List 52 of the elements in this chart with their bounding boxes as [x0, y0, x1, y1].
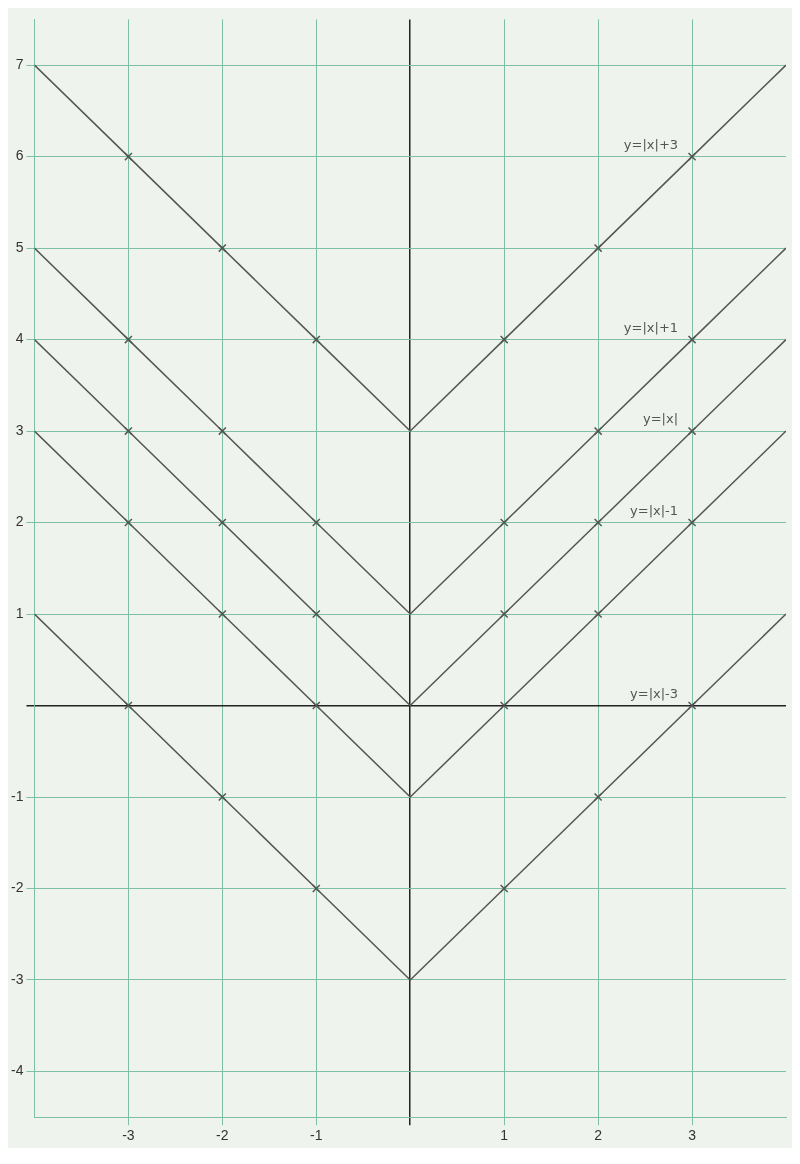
point [593, 243, 603, 253]
series-label: y=|x|+1 [623, 319, 679, 335]
point [218, 518, 227, 527]
point [687, 518, 697, 527]
point [218, 243, 227, 253]
point [124, 335, 133, 344]
point [499, 518, 509, 527]
point [499, 335, 509, 344]
y-tick-label: 5 [15, 238, 24, 255]
y-tick-label: -4 [11, 1062, 24, 1079]
x-tick-label: -2 [216, 1127, 229, 1144]
point [312, 701, 321, 710]
point [218, 609, 227, 619]
series-label: y=|x|-3 [630, 685, 679, 701]
point [124, 518, 133, 527]
point [312, 518, 321, 527]
point [687, 152, 697, 161]
point [312, 609, 321, 619]
point [687, 426, 697, 436]
point [499, 609, 509, 619]
point [687, 701, 697, 710]
point [499, 884, 509, 893]
series-label: y=|x|-1 [630, 502, 679, 518]
point [312, 884, 321, 893]
point [593, 792, 603, 802]
x-tick-label: 1 [500, 1127, 509, 1144]
y-tick-label: -2 [11, 879, 24, 896]
point [593, 518, 603, 527]
point [312, 335, 321, 344]
point [499, 701, 509, 710]
point [124, 152, 133, 161]
x-tick-label: 2 [594, 1127, 603, 1144]
y-tick-label: 6 [15, 147, 24, 164]
x-tick-label: -3 [122, 1127, 135, 1144]
x-tick-label: -1 [310, 1127, 323, 1144]
x-tick-label: 3 [688, 1127, 697, 1144]
point [218, 426, 227, 436]
y-tick-label: 2 [15, 513, 24, 530]
series-label: y=|x|+3 [623, 136, 679, 152]
y-tick-label: 4 [15, 330, 24, 347]
y-tick-label: -1 [11, 787, 24, 804]
point [593, 426, 603, 436]
point [124, 701, 133, 710]
y-tick-label: 1 [15, 604, 24, 621]
y-tick-label: -3 [11, 970, 24, 987]
point [687, 335, 697, 344]
point [593, 609, 603, 619]
point [218, 792, 227, 802]
y-tick-label: 7 [15, 56, 24, 72]
y-tick-label: 3 [15, 421, 24, 438]
series-label: y=|x| [643, 411, 679, 427]
point [124, 426, 133, 436]
